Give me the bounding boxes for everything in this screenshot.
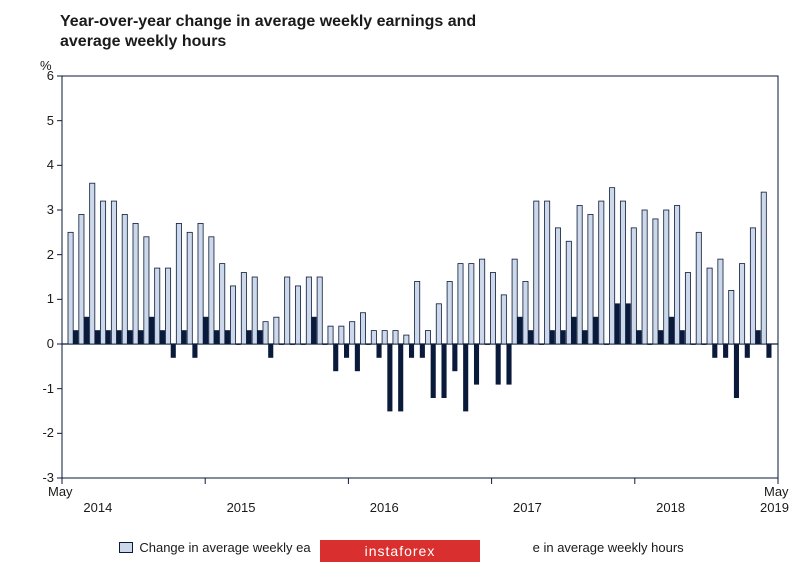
y-tick-label: 3 bbox=[26, 202, 54, 217]
legend-label-hours: e in average weekly hours bbox=[533, 540, 684, 555]
y-tick-label: 5 bbox=[26, 113, 54, 128]
y-tick-label: -1 bbox=[26, 381, 54, 396]
y-tick-label: 0 bbox=[26, 336, 54, 351]
watermark-badge: instaforex bbox=[320, 540, 480, 562]
y-tick-label: -3 bbox=[26, 470, 54, 485]
x-year-label: 2019 bbox=[760, 500, 789, 515]
y-tick-label: 2 bbox=[26, 247, 54, 262]
y-tick-label: 4 bbox=[26, 157, 54, 172]
x-year-label: 2014 bbox=[83, 500, 112, 515]
y-tick-label: -2 bbox=[26, 425, 54, 440]
y-tick-label: 6 bbox=[26, 68, 54, 83]
y-tick-label: 1 bbox=[26, 291, 54, 306]
legend-swatch-earnings bbox=[119, 542, 133, 553]
chart-svg bbox=[0, 0, 803, 577]
watermark-text: instaforex bbox=[365, 543, 436, 559]
x-month-label: May bbox=[764, 484, 789, 499]
x-year-label: 2018 bbox=[656, 500, 685, 515]
chart-container: Year-over-year change in average weekly … bbox=[0, 0, 803, 577]
x-year-label: 2015 bbox=[227, 500, 256, 515]
legend-label-earnings: Change in average weekly ea bbox=[139, 540, 310, 555]
x-year-label: 2016 bbox=[370, 500, 399, 515]
x-year-label: 2017 bbox=[513, 500, 542, 515]
x-month-label: May bbox=[48, 484, 73, 499]
